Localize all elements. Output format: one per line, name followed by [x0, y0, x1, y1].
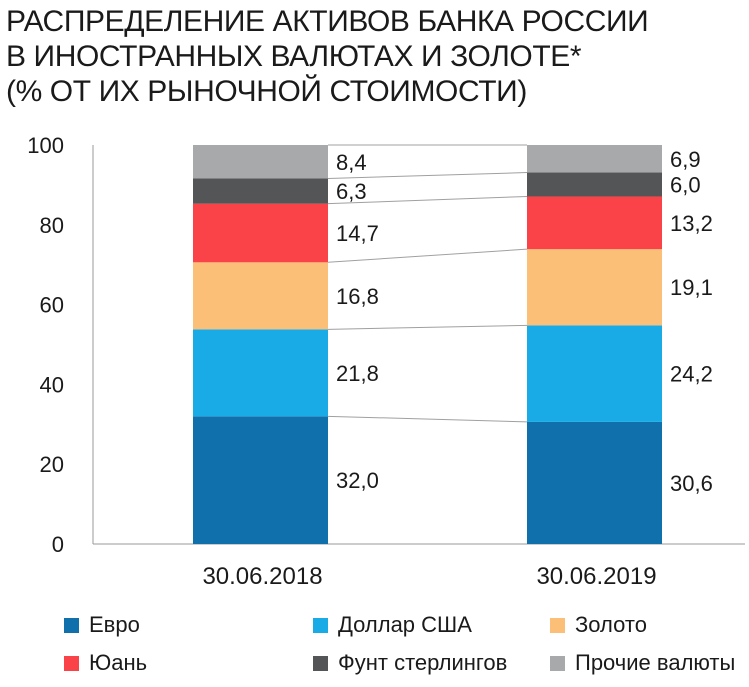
connector-line [327, 195, 528, 205]
bar-segment [527, 325, 662, 422]
connector-line [327, 248, 528, 263]
y-tick-label: 40 [40, 372, 64, 397]
bar-segment [527, 172, 662, 197]
chart-title-line-3: (% ОТ ИХ РЫНОЧНОЙ СТОИМОСТИ) [6, 75, 527, 108]
chart-title: РАСПРЕДЕЛЕНИЕ АКТИВОВ БАНКА РОССИИ В ИНО… [6, 4, 746, 109]
connector-line [327, 172, 528, 180]
data-label: 19,1 [670, 275, 713, 300]
data-label: 6,3 [336, 179, 367, 204]
data-label: 6,0 [670, 173, 701, 198]
y-tick-label: 60 [40, 293, 64, 318]
bar-segment [193, 145, 328, 179]
data-label: 21,8 [336, 361, 379, 386]
data-label: 13,2 [670, 211, 713, 236]
x-tick-label: 30.06.2019 [536, 563, 656, 590]
connector-line [327, 324, 528, 330]
data-label: 8,4 [336, 150, 367, 175]
y-tick-label: 80 [40, 213, 64, 238]
data-label: 32,0 [336, 468, 379, 493]
data-label: 24,2 [670, 362, 713, 387]
bar-segment [193, 262, 328, 330]
bar-segment [527, 421, 662, 544]
data-label: 14,7 [336, 221, 379, 246]
bar-segment [527, 249, 662, 326]
y-tick-label: 100 [27, 133, 64, 158]
chart-title-line-1: РАСПРЕДЕЛЕНИЕ АКТИВОВ БАНКА РОССИИ [6, 5, 649, 38]
connector-line [327, 415, 528, 423]
y-tick-label: 0 [52, 532, 64, 557]
bar-segment [193, 203, 328, 263]
bar-segment [193, 329, 328, 417]
data-label: 16,8 [336, 284, 379, 309]
y-tick-label: 20 [40, 452, 64, 477]
chart-title-line-2: В ИНОСТРАННЫХ ВАЛЮТАХ И ЗОЛОТЕ* [6, 40, 582, 73]
bar-segment [193, 416, 328, 544]
x-tick-label: 30.06.2018 [202, 563, 322, 590]
bar-segment [527, 196, 662, 250]
bar-segment [527, 145, 662, 173]
bar-segment [193, 178, 328, 204]
data-label: 30,6 [670, 471, 713, 496]
data-label: 6,9 [670, 147, 701, 172]
